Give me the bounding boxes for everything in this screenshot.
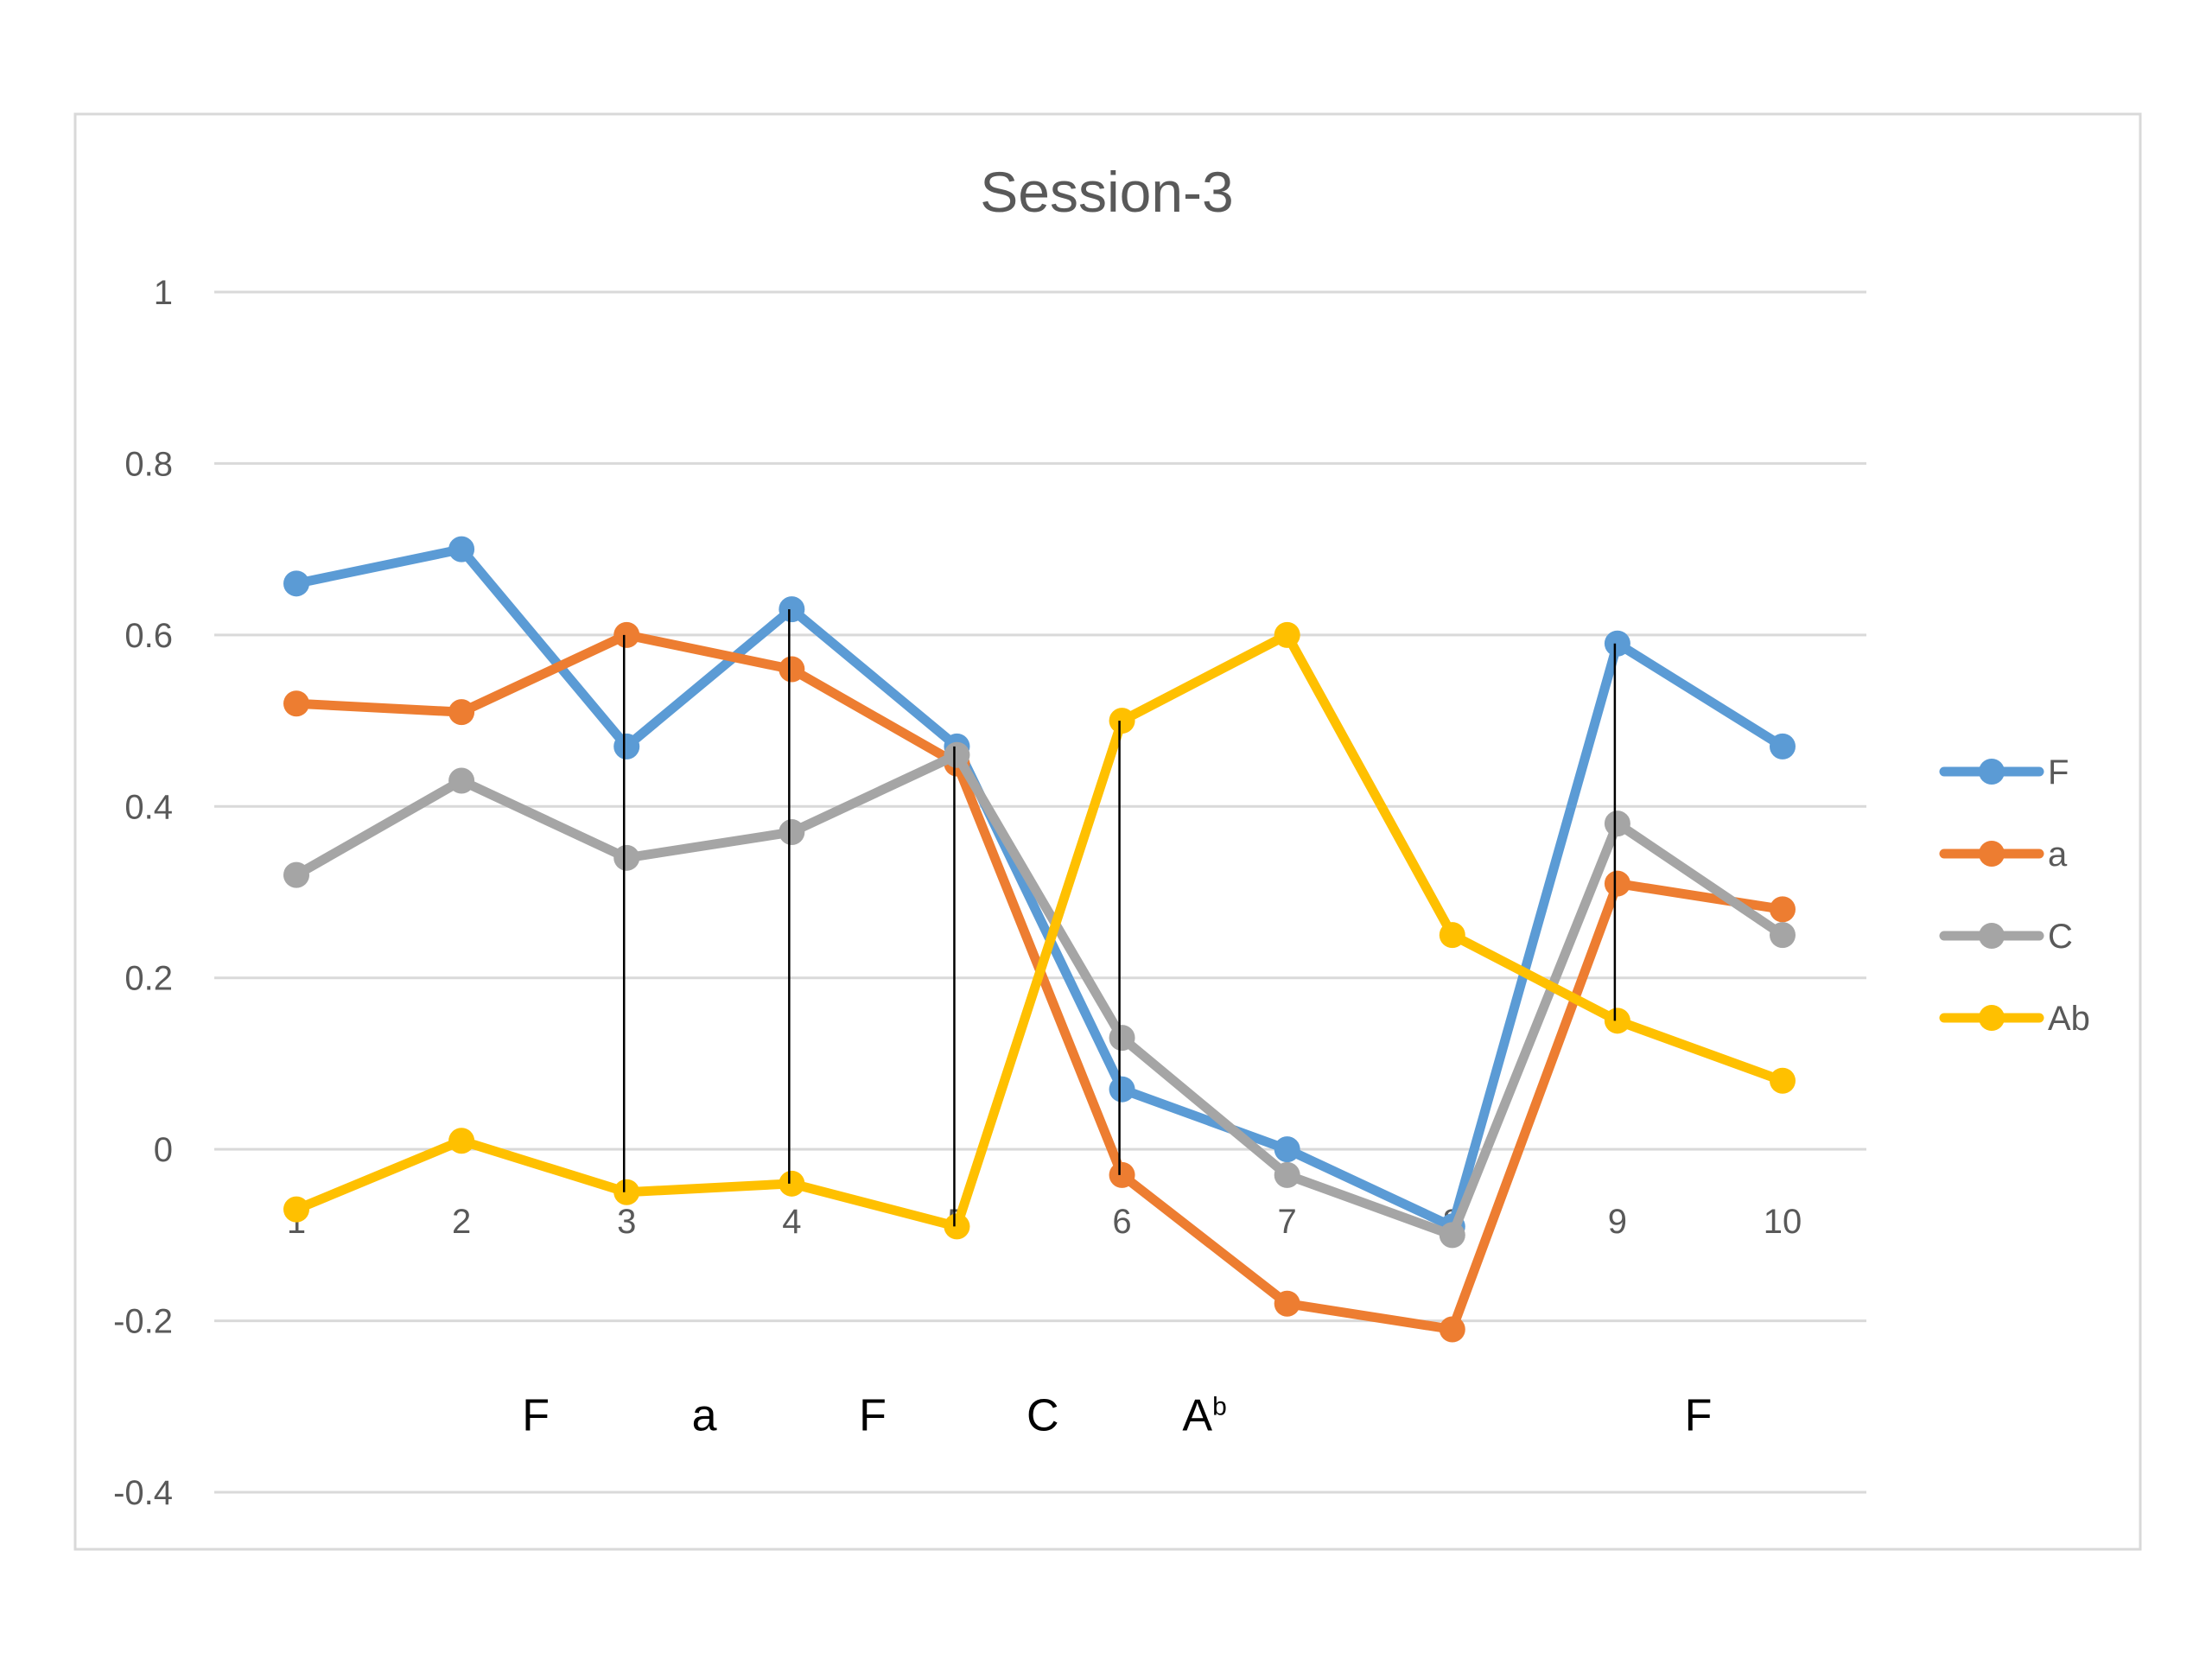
data-point: [1770, 922, 1796, 949]
legend-label: C: [2048, 918, 2073, 956]
data-point: [448, 699, 475, 726]
data-point: [1109, 1025, 1135, 1052]
data-point: [1604, 1007, 1630, 1034]
data-point: [1274, 1161, 1300, 1188]
series-line: [291, 544, 1788, 1231]
legend-item-a: a: [1939, 836, 2068, 874]
section-label: F: [1685, 1391, 1713, 1441]
data-point: [1274, 621, 1300, 648]
data-point: [1604, 870, 1630, 897]
legend-swatch-marker: [1979, 759, 2005, 785]
y-tick-label: 0.4: [124, 788, 173, 826]
data-point: [1439, 1316, 1465, 1343]
series-Ab: [283, 621, 1796, 1240]
data-point: [283, 690, 309, 717]
legend-label: F: [2048, 753, 2069, 791]
data-point: [1770, 896, 1796, 923]
y-tick-label: 0.8: [124, 445, 173, 483]
x-tick-label: 9: [1608, 1203, 1627, 1241]
data-point: [283, 1196, 309, 1223]
section-label: F: [522, 1391, 550, 1441]
x-tick-label: 6: [1112, 1203, 1131, 1241]
legend-swatch-marker: [1979, 923, 2005, 949]
data-point: [448, 767, 475, 794]
data-point: [779, 1170, 805, 1197]
data-point: [779, 596, 805, 623]
x-tick-label: 7: [1278, 1203, 1297, 1241]
chart-border: [73, 112, 2142, 1551]
data-point: [613, 844, 640, 871]
series-lines: [283, 536, 1796, 1343]
y-tick-label: 1: [154, 274, 173, 312]
data-point: [283, 861, 309, 888]
series-line: [291, 630, 1788, 1231]
data-point: [1439, 1222, 1465, 1249]
data-point: [613, 621, 640, 648]
data-point: [779, 656, 805, 683]
legend: Fa C Ab: [1939, 753, 2090, 1038]
data-point: [1770, 1067, 1796, 1094]
data-point: [1604, 630, 1630, 657]
data-point: [944, 1213, 970, 1240]
data-point: [1109, 708, 1135, 734]
legend-label: Ab: [2048, 1000, 2090, 1038]
data-point: [1109, 1161, 1135, 1188]
data-point: [613, 733, 640, 760]
section-label: C: [1027, 1391, 1059, 1441]
y-tick-label: 0: [154, 1131, 173, 1169]
legend-label: a: [2048, 836, 2068, 874]
data-point: [779, 819, 805, 846]
series-C: [283, 741, 1796, 1249]
y-tick-label: -0.2: [113, 1303, 173, 1341]
data-point: [1109, 1076, 1135, 1103]
section-label: a: [692, 1391, 717, 1441]
legend-item-F: F: [1939, 753, 2069, 791]
x-tick-label: 4: [782, 1203, 801, 1241]
legend-swatch-marker: [1979, 1005, 2005, 1031]
y-axis-tick-labels: -0.4 -0.2 0 0.2 0.4 0.6 0.8 1: [113, 274, 173, 1512]
y-tick-label: -0.4: [113, 1474, 173, 1512]
boundary-annotations: [622, 609, 1617, 1227]
data-point: [1274, 1290, 1300, 1317]
y-tick-label: 0.6: [124, 617, 173, 655]
data-point: [1274, 1136, 1300, 1163]
legend-item-C: C: [1939, 918, 2073, 956]
data-point: [613, 1179, 640, 1205]
data-point: [448, 1128, 475, 1154]
x-tick-label: 2: [452, 1203, 471, 1241]
x-tick-label: 10: [1764, 1203, 1802, 1241]
section-label: Ab: [1182, 1391, 1226, 1441]
y-tick-label: 0.2: [124, 960, 173, 998]
data-point: [944, 741, 970, 768]
chart-title: Session-3: [980, 160, 1234, 224]
data-point: [448, 536, 475, 563]
section-label: F: [859, 1391, 887, 1441]
data-point: [1439, 922, 1465, 949]
data-point: [1604, 810, 1630, 837]
series-line: [291, 750, 1788, 1240]
x-tick-label: 3: [617, 1203, 636, 1241]
legend-item-Ab: Ab: [1939, 1000, 2090, 1038]
data-point: [1770, 733, 1796, 760]
data-point: [283, 570, 309, 597]
legend-swatch-marker: [1979, 841, 2005, 867]
